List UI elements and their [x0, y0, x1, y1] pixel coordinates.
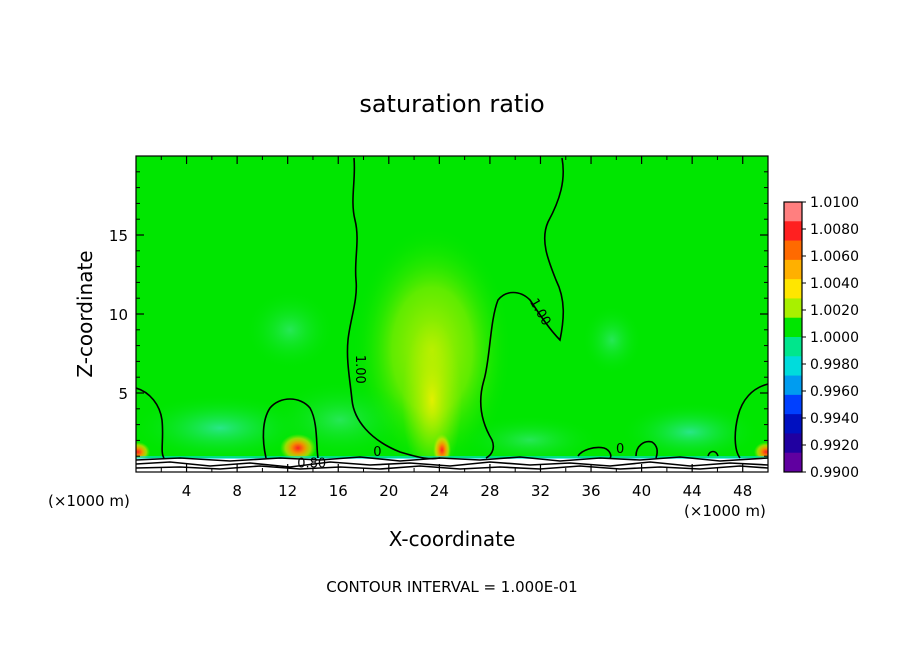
hot-spot-x13	[280, 434, 316, 462]
x-tick-label: 4	[182, 482, 192, 500]
colorbar-swatch	[784, 433, 802, 454]
x-tick-label: 28	[480, 482, 499, 500]
dry-band-low-right	[620, 402, 760, 462]
y-tick-label: 5	[118, 385, 128, 403]
contour-surface-3	[136, 465, 768, 470]
x-tick-label: 32	[531, 482, 550, 500]
x-tick-label: 12	[278, 482, 297, 500]
contour-central-right	[479, 157, 565, 459]
x-axis-ticks: 4 8 12 16 20 24 28 32 36 40 44 48	[160, 156, 752, 500]
colorbar-label: 1.0060	[810, 249, 859, 265]
y-tick-label: 10	[109, 306, 128, 324]
x-tick-label: 36	[581, 482, 600, 500]
colorbar: 1.0100 1.0080 1.0060 1.0040 1.0020 1.0000 0.99…	[783, 195, 859, 481]
chart-title: saturation ratio	[359, 90, 544, 118]
contour-central-left	[346, 157, 441, 460]
dry-band-low-left	[136, 394, 310, 462]
colorbar-label: 0.9960	[810, 384, 859, 400]
colorbar-swatch	[784, 240, 802, 261]
moist-plume-core	[402, 320, 462, 472]
colorbar-swatch	[784, 356, 802, 377]
colorbar-swatch	[784, 414, 802, 434]
y-tick-label: 15	[109, 227, 128, 245]
contour-right-edge	[734, 383, 768, 459]
colorbar-label: 0.9920	[810, 438, 859, 454]
x-tick-label: 48	[733, 482, 752, 500]
colorbar-swatch	[784, 337, 802, 357]
colorbar-label: 1.0100	[810, 195, 859, 211]
y-axis-ticks: 5 10 15	[109, 171, 768, 457]
moist-region-right	[582, 305, 642, 375]
x-tick-label: 8	[232, 482, 242, 500]
contour-left-edge	[136, 387, 165, 459]
dry-spot-bottom	[460, 415, 600, 465]
colorbar-swatch	[784, 279, 802, 299]
x-tick-label: 24	[430, 482, 449, 500]
contour-small-x37	[577, 446, 612, 459]
x-tick-label: 40	[632, 482, 651, 500]
colorbar-swatch	[784, 317, 802, 338]
colorbar-label: 0.9900	[810, 465, 859, 481]
colorbar-swatch	[784, 452, 802, 473]
colorbar-label: 1.0040	[810, 276, 859, 292]
y-axis-label: Z-coordinate	[73, 250, 97, 377]
contour-small-x45	[707, 450, 719, 457]
x-axis-label: X-coordinate	[389, 527, 516, 551]
colorbar-swatch	[784, 202, 802, 222]
contour-x13	[262, 398, 319, 459]
colorbar-swatch	[784, 221, 802, 242]
contour-label: 1.00	[352, 355, 367, 384]
colorbar-label: 1.0020	[810, 303, 859, 319]
contour-surface-1	[136, 456, 768, 462]
colorbar-swatch	[784, 259, 802, 280]
surface-cyan-strip	[136, 456, 768, 459]
colorbar-label: 0.9940	[810, 411, 859, 427]
contour-label: 0	[616, 442, 624, 457]
x-tick-label: 20	[379, 482, 398, 500]
x-tick-label: 16	[329, 482, 348, 500]
moist-region-left	[245, 290, 335, 370]
colorbar-label: 1.0000	[810, 330, 859, 346]
colorbar-label: 1.0080	[810, 222, 859, 238]
colorbar-swatch	[784, 298, 802, 319]
colorbar-swatch	[784, 394, 802, 415]
colorbar-swatch	[784, 375, 802, 396]
x-axis-unit-right: (×1000 m)	[684, 502, 766, 520]
contour-label: 0	[373, 445, 381, 460]
contour-interval-footer: CONTOUR INTERVAL = 1.000E-01	[326, 578, 577, 596]
contour-lines	[136, 157, 768, 470]
contour-label: 0.80	[297, 456, 326, 471]
x-axis-unit-left: (×1000 m)	[48, 492, 130, 510]
x-tick-label: 44	[683, 482, 702, 500]
contour-small-x41	[635, 440, 658, 459]
colorbar-label: 0.9980	[810, 357, 859, 373]
